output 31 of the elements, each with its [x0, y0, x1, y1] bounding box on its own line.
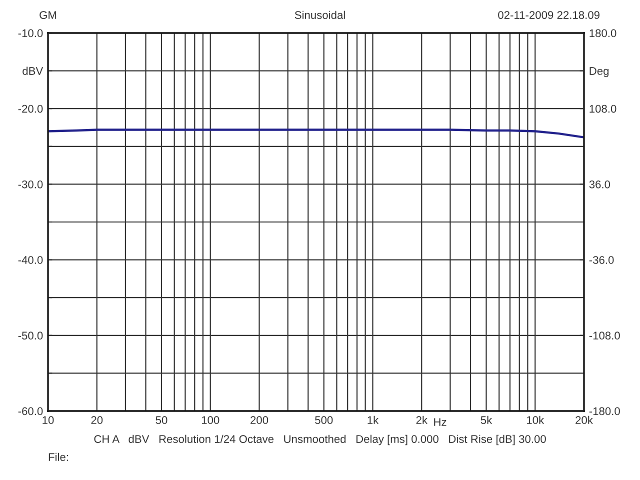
y-tick-label: -60.0	[18, 407, 43, 416]
y2-tick-label: -180.0	[589, 407, 620, 416]
y2-tick-label: -108.0	[589, 332, 620, 340]
text: GM	[40, 11, 56, 19]
y2-tick-label: Deg	[590, 67, 609, 78]
x-tick-label: 5k	[480, 416, 492, 424]
text: File:	[48, 452, 68, 461]
y2-tick-label: 108.0	[590, 104, 616, 113]
y-tick-label: dBV	[22, 66, 44, 75]
x-tick-label: 500	[315, 416, 333, 424]
text: CH A dBV Resolution 1/24 Octave Unsmoothed Delay [ms] 0.000 Dist Rise [dB] 30.00	[94, 434, 546, 446]
y-tick-label: -10.0	[18, 29, 43, 38]
y2-tick-label: 180.0	[590, 29, 616, 38]
y2-tick-label: -36.0	[589, 256, 614, 264]
x-tick-label: 20k	[576, 416, 593, 424]
y-tick-label: -50.0	[18, 332, 43, 340]
x-tick-label: 100	[202, 416, 220, 424]
y-tick-label: -20.0	[18, 104, 43, 113]
x-axis-title: Hz	[434, 418, 446, 426]
x-tick-label: 2k	[416, 416, 428, 424]
y2-tick-label: 36.0	[589, 180, 610, 188]
x-tick-label: 200	[250, 416, 268, 424]
x-tick-label: 50	[156, 416, 168, 424]
x-tick-label: 20	[91, 416, 103, 424]
x-tick-label: 10	[42, 416, 54, 424]
chart-title: Sinusoidal	[294, 10, 345, 19]
y-tick-label: -40.0	[18, 256, 43, 264]
x-tick-label: 1k	[368, 416, 379, 424]
y-tick-label: -30.0	[18, 180, 43, 188]
x-tick-label: 10k	[527, 416, 544, 424]
text: 02-11-2009 22.18.09	[498, 11, 600, 19]
